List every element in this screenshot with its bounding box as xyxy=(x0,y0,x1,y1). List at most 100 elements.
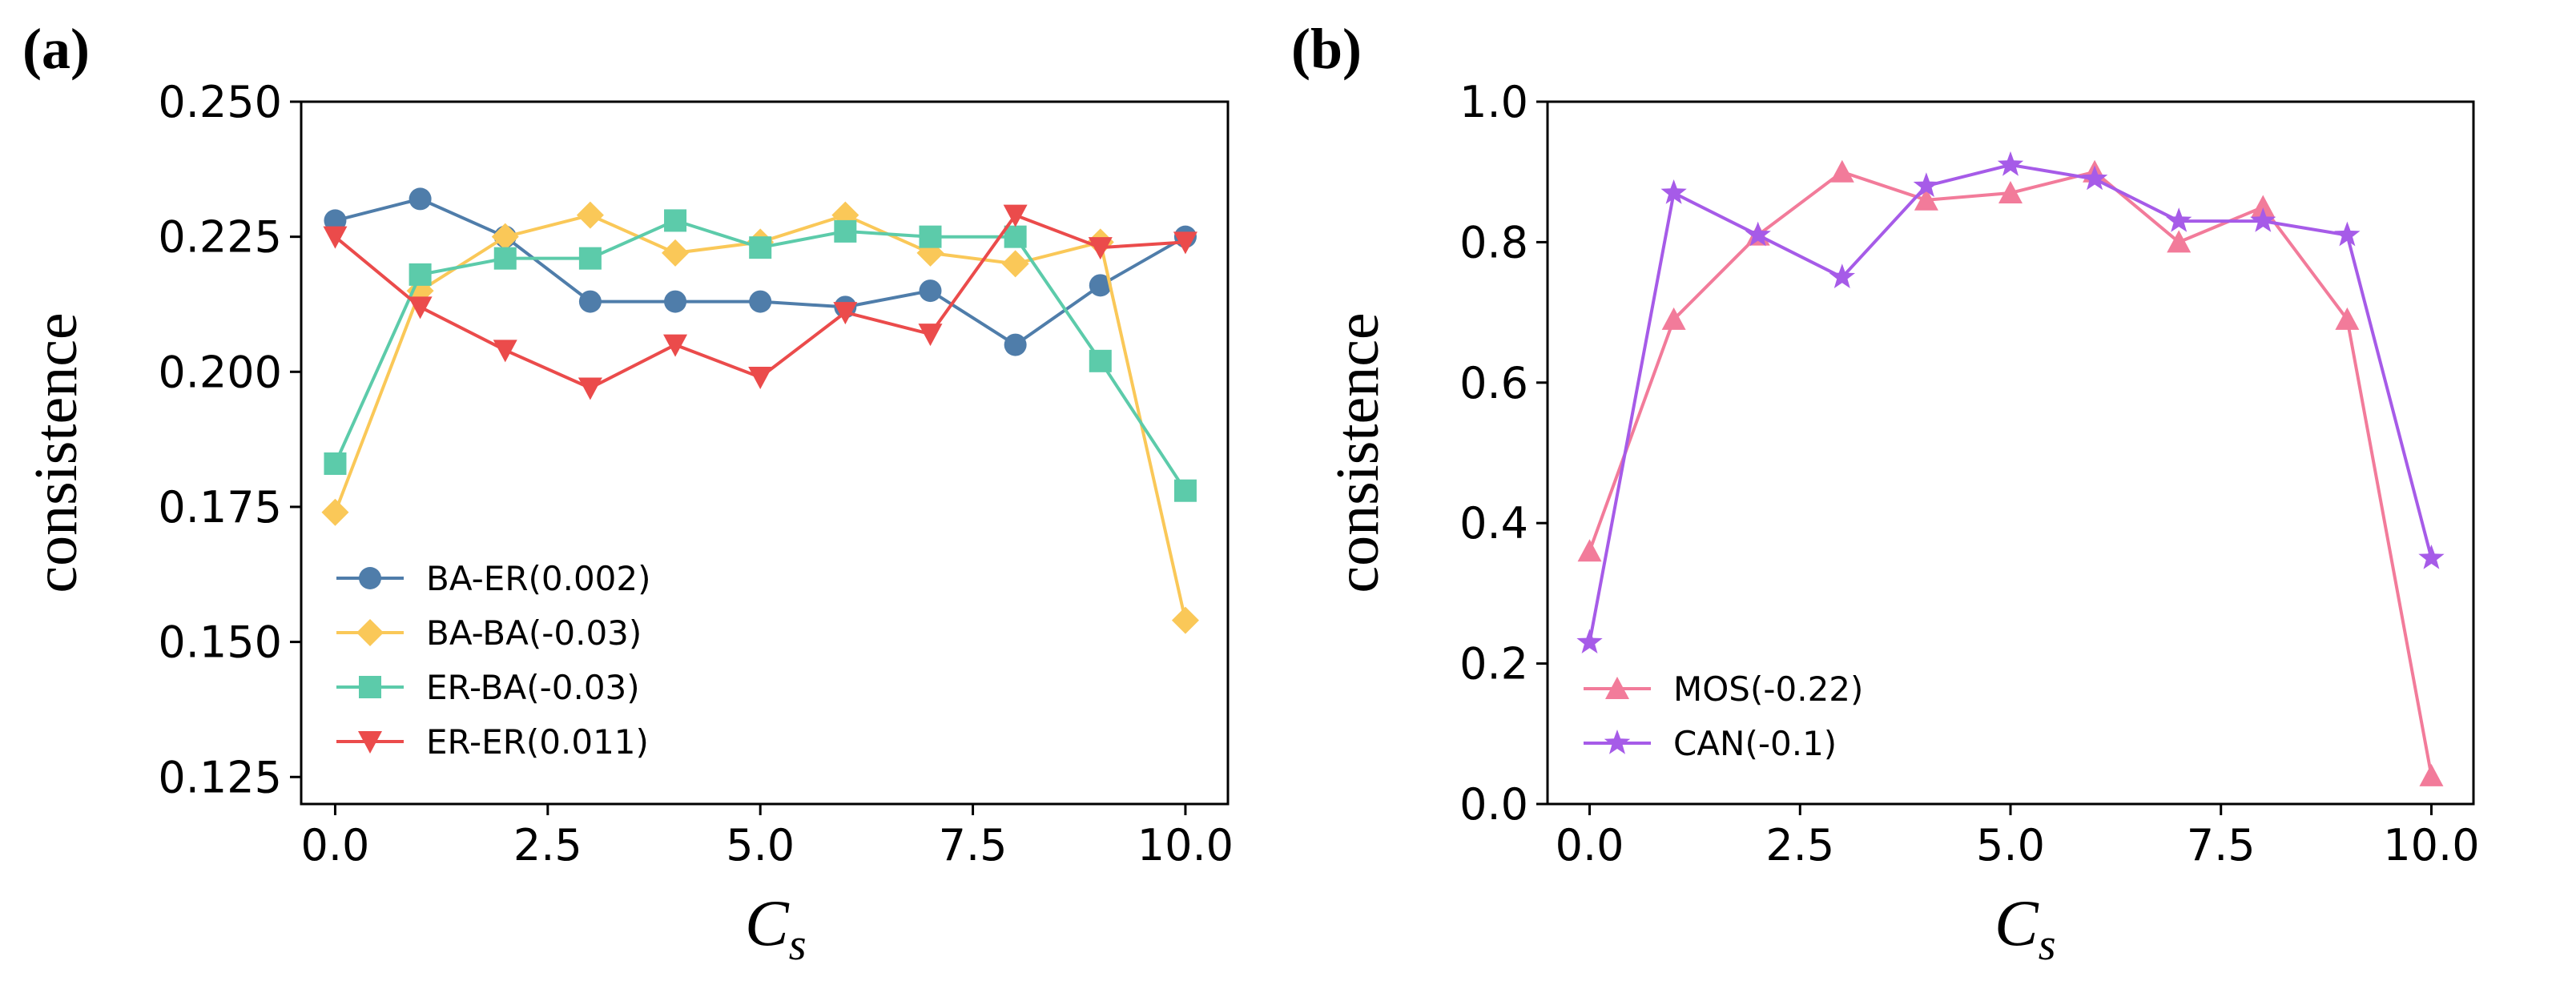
data-point xyxy=(2250,207,2276,232)
data-point xyxy=(321,498,349,526)
series-line xyxy=(333,219,1187,492)
x-tick-label: 2.5 xyxy=(1765,820,1834,870)
legend-entry: CAN(-0.1) xyxy=(1584,724,1837,763)
x-tick-label: 0.0 xyxy=(1556,820,1624,870)
data-point xyxy=(1998,181,2023,204)
data-point xyxy=(409,263,432,286)
series-line xyxy=(335,197,1186,348)
data-point xyxy=(1088,237,1113,260)
series-CAN(-0.1) xyxy=(1576,151,2445,653)
x-tick-label: 5.0 xyxy=(1976,820,2045,870)
data-point xyxy=(1003,204,1028,227)
data-point xyxy=(662,239,690,267)
data-point xyxy=(493,340,517,363)
data-point xyxy=(323,226,348,249)
series-ER-ER(0.011) xyxy=(323,204,1197,400)
y-tick-label: 0.200 xyxy=(158,347,282,397)
legend-entry: MOS(-0.22) xyxy=(1584,669,1863,709)
x-tick-label: 0.0 xyxy=(301,820,370,870)
data-point xyxy=(1660,179,1687,204)
data-point xyxy=(2166,207,2192,232)
data-point xyxy=(2419,763,2444,786)
x-tick-label: 5.0 xyxy=(726,820,795,870)
y-tick-label: 0.4 xyxy=(1459,498,1528,549)
series-ER-BA(-0.03) xyxy=(324,209,1197,502)
y-tick-label: 0.125 xyxy=(158,752,282,802)
legend-label: ER-BA(-0.03) xyxy=(426,668,640,707)
data-point xyxy=(833,302,858,325)
data-point xyxy=(663,334,688,357)
data-point xyxy=(1004,225,1027,248)
y-tick-label: 0.250 xyxy=(158,77,282,127)
data-point xyxy=(834,219,857,243)
data-point xyxy=(1997,151,2024,176)
x-tick-label: 10.0 xyxy=(1137,820,1234,870)
legend-marker xyxy=(1604,730,1631,754)
legend-entry: ER-BA(-0.03) xyxy=(336,668,640,707)
data-point xyxy=(664,209,687,232)
y-tick-label: 1.0 xyxy=(1459,77,1528,127)
data-point xyxy=(2335,307,2360,330)
data-point xyxy=(493,247,517,270)
data-point xyxy=(1745,221,1771,247)
legend-entry: BA-ER(0.002) xyxy=(336,559,651,598)
legend-label: ER-ER(0.011) xyxy=(426,722,649,762)
legend-label: CAN(-0.1) xyxy=(1673,724,1837,763)
data-point xyxy=(1576,629,1603,653)
data-point xyxy=(1173,231,1197,255)
data-point xyxy=(919,279,942,303)
data-point xyxy=(1913,172,1940,197)
data-point xyxy=(1173,479,1197,502)
data-point xyxy=(1001,250,1029,278)
chart-panel-a: (a) 0.125 0.150 0.175 0.200 0.225 0.250 0.0 2.5 5… xyxy=(22,17,1234,970)
data-point xyxy=(578,247,602,270)
data-point xyxy=(2418,545,2445,569)
data-point xyxy=(918,324,943,347)
data-point xyxy=(1829,263,1855,288)
y-tick-label: 0.8 xyxy=(1459,217,1528,267)
legend-marker xyxy=(359,676,381,698)
legend-marker xyxy=(359,567,381,589)
legend-label: BA-ER(0.002) xyxy=(426,559,651,598)
data-point xyxy=(2081,165,2108,191)
y-tick-label: 0.175 xyxy=(158,482,282,533)
data-point xyxy=(409,187,432,211)
data-point xyxy=(1004,333,1027,356)
data-point xyxy=(578,377,602,400)
x-tick-label: 7.5 xyxy=(2187,820,2256,870)
y-tick-label: 0.6 xyxy=(1459,358,1528,408)
data-point xyxy=(919,225,942,248)
series-BA-ER(0.002) xyxy=(324,187,1197,356)
data-point xyxy=(578,290,602,313)
y-tick-label: 0.0 xyxy=(1459,779,1528,830)
data-point xyxy=(2251,195,2276,218)
series-line xyxy=(1588,163,2433,643)
legend-entry: BA-BA(-0.03) xyxy=(336,613,642,653)
x-axis-title: Cs xyxy=(745,886,807,970)
data-point xyxy=(1829,159,1854,183)
panel-label: (a) xyxy=(22,17,90,81)
data-point xyxy=(1171,606,1199,634)
plot-frame xyxy=(300,100,1230,806)
x-tick-label: 7.5 xyxy=(939,820,1008,870)
x-tick-label: 2.5 xyxy=(513,820,582,870)
y-tick-label: 0.225 xyxy=(158,212,282,263)
data-point xyxy=(576,201,604,229)
x-tick-label: 10.0 xyxy=(2383,820,2479,870)
data-point xyxy=(749,236,772,259)
data-point xyxy=(664,290,687,313)
y-tick-label: 0.150 xyxy=(158,617,282,668)
legend-marker xyxy=(1605,677,1629,699)
data-point xyxy=(1661,307,1686,330)
legend-entry: ER-ER(0.011) xyxy=(336,722,649,762)
data-point xyxy=(749,290,772,313)
y-axis-title: consistence xyxy=(22,312,90,593)
data-point xyxy=(324,209,347,232)
legend-label: BA-BA(-0.03) xyxy=(426,613,642,653)
x-axis-title: Cs xyxy=(1994,886,2056,970)
legend-label: MOS(-0.22) xyxy=(1673,669,1863,709)
data-point xyxy=(1089,349,1112,372)
panel-label: (b) xyxy=(1291,17,1362,81)
data-point xyxy=(324,452,347,475)
data-point xyxy=(2334,221,2361,247)
